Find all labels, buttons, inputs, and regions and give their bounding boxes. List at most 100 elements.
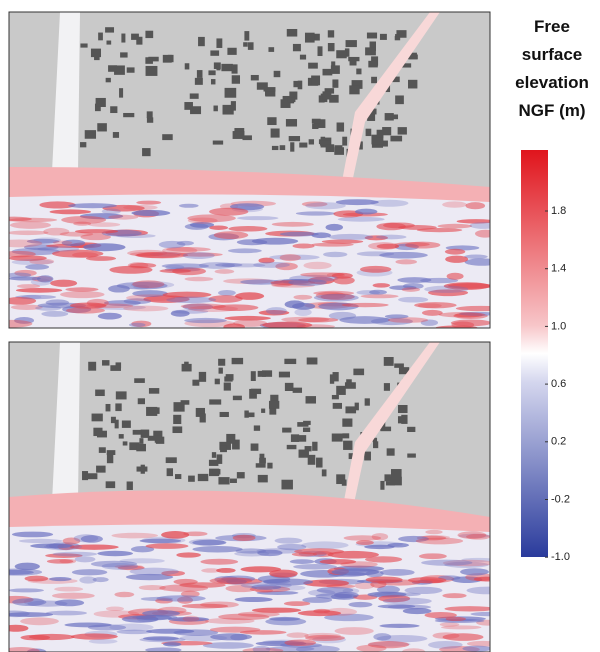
building xyxy=(199,372,206,382)
colorbar-tick-label: -1.0 xyxy=(551,551,570,563)
building xyxy=(213,469,221,474)
building xyxy=(226,374,234,380)
building xyxy=(116,391,127,399)
building xyxy=(308,455,316,465)
building xyxy=(166,457,177,463)
building xyxy=(323,69,333,76)
wave xyxy=(199,262,235,269)
wave xyxy=(129,263,156,268)
building xyxy=(221,64,232,71)
building xyxy=(218,359,225,366)
wave xyxy=(235,292,264,300)
wave xyxy=(44,543,82,550)
wave xyxy=(335,627,374,635)
wave xyxy=(252,608,301,613)
wave xyxy=(123,306,168,312)
building xyxy=(227,48,236,55)
building xyxy=(98,33,103,41)
wave xyxy=(179,204,199,208)
building xyxy=(367,33,377,39)
building xyxy=(380,481,384,490)
building xyxy=(318,46,323,56)
wave xyxy=(87,299,109,307)
building xyxy=(373,441,378,448)
wave xyxy=(102,563,139,570)
building xyxy=(182,364,192,372)
colorbar-tick-label: 0.2 xyxy=(551,436,566,448)
wave xyxy=(46,611,87,616)
building xyxy=(163,55,172,63)
wave xyxy=(163,642,181,646)
wave xyxy=(126,294,175,301)
wave xyxy=(467,641,499,647)
wave xyxy=(272,585,305,591)
wave xyxy=(470,222,497,229)
wave xyxy=(21,295,41,299)
wave xyxy=(108,215,138,220)
wave xyxy=(460,568,489,575)
colorbar-tick-label: 0.6 xyxy=(551,378,566,390)
wave xyxy=(123,205,158,210)
building xyxy=(95,390,105,396)
building xyxy=(336,386,346,395)
building xyxy=(148,436,157,441)
building xyxy=(224,383,231,391)
wave xyxy=(192,546,242,552)
wave xyxy=(322,240,364,244)
building xyxy=(232,75,240,84)
building xyxy=(385,113,394,120)
wave xyxy=(53,552,98,557)
building xyxy=(284,359,296,364)
wave xyxy=(136,615,172,620)
wave xyxy=(139,585,166,590)
wave xyxy=(114,592,134,597)
wave xyxy=(240,630,287,635)
building xyxy=(257,82,268,89)
wave xyxy=(235,597,273,602)
wave xyxy=(108,285,130,293)
wave xyxy=(373,283,390,288)
building xyxy=(387,448,395,455)
building xyxy=(220,412,229,417)
wave xyxy=(37,246,79,251)
building xyxy=(96,466,106,473)
building xyxy=(190,93,199,98)
wave xyxy=(418,303,442,308)
building xyxy=(309,139,314,144)
building xyxy=(113,132,119,138)
building xyxy=(93,428,102,436)
wave xyxy=(3,625,29,632)
building xyxy=(267,463,272,469)
building xyxy=(398,127,407,134)
wave xyxy=(296,211,336,215)
building xyxy=(105,27,114,32)
wave xyxy=(218,290,236,296)
building xyxy=(190,106,201,114)
building xyxy=(395,36,400,40)
building xyxy=(333,403,342,409)
building xyxy=(173,415,181,424)
building xyxy=(312,119,321,124)
building xyxy=(232,64,238,73)
wave xyxy=(349,602,373,608)
wave xyxy=(252,238,299,245)
building xyxy=(334,147,344,155)
wave xyxy=(419,553,447,559)
building xyxy=(312,442,317,451)
building xyxy=(395,95,404,104)
building xyxy=(192,380,199,386)
wave xyxy=(49,209,91,214)
wave xyxy=(300,272,344,277)
map-panel-bottom xyxy=(0,342,509,652)
wave xyxy=(68,203,117,208)
building xyxy=(364,452,371,461)
building xyxy=(328,30,334,37)
building xyxy=(251,389,261,394)
building xyxy=(281,480,292,490)
building xyxy=(94,56,100,60)
wave xyxy=(421,560,472,566)
wave xyxy=(340,561,377,567)
building xyxy=(198,37,205,46)
wave xyxy=(263,578,313,585)
wave xyxy=(301,541,348,549)
